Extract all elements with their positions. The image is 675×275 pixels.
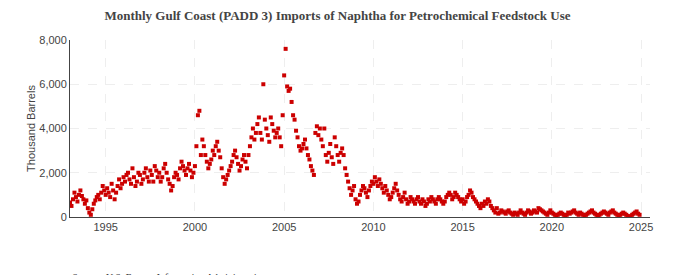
- svg-text:1995: 1995: [93, 221, 117, 233]
- svg-text:Thousand Barrels: Thousand Barrels: [25, 85, 37, 172]
- svg-text:2020: 2020: [540, 221, 564, 233]
- svg-text:2015: 2015: [450, 221, 474, 233]
- svg-text:0: 0: [61, 211, 67, 223]
- svg-text:2025: 2025: [629, 221, 653, 233]
- svg-text:8,000: 8,000: [39, 34, 67, 46]
- svg-text:2000: 2000: [183, 221, 207, 233]
- svg-text:6,000: 6,000: [39, 78, 67, 90]
- svg-text:Monthly Gulf Coast (PADD 3) Im: Monthly Gulf Coast (PADD 3) Imports of N…: [104, 8, 570, 23]
- svg-text:2005: 2005: [272, 221, 296, 233]
- svg-text:2010: 2010: [361, 221, 385, 233]
- svg-text:2,000: 2,000: [39, 167, 67, 179]
- svg-text:Source: U.S. Energy Informatio: Source: U.S. Energy Information Administ…: [72, 272, 266, 275]
- svg-text:4,000: 4,000: [39, 122, 67, 134]
